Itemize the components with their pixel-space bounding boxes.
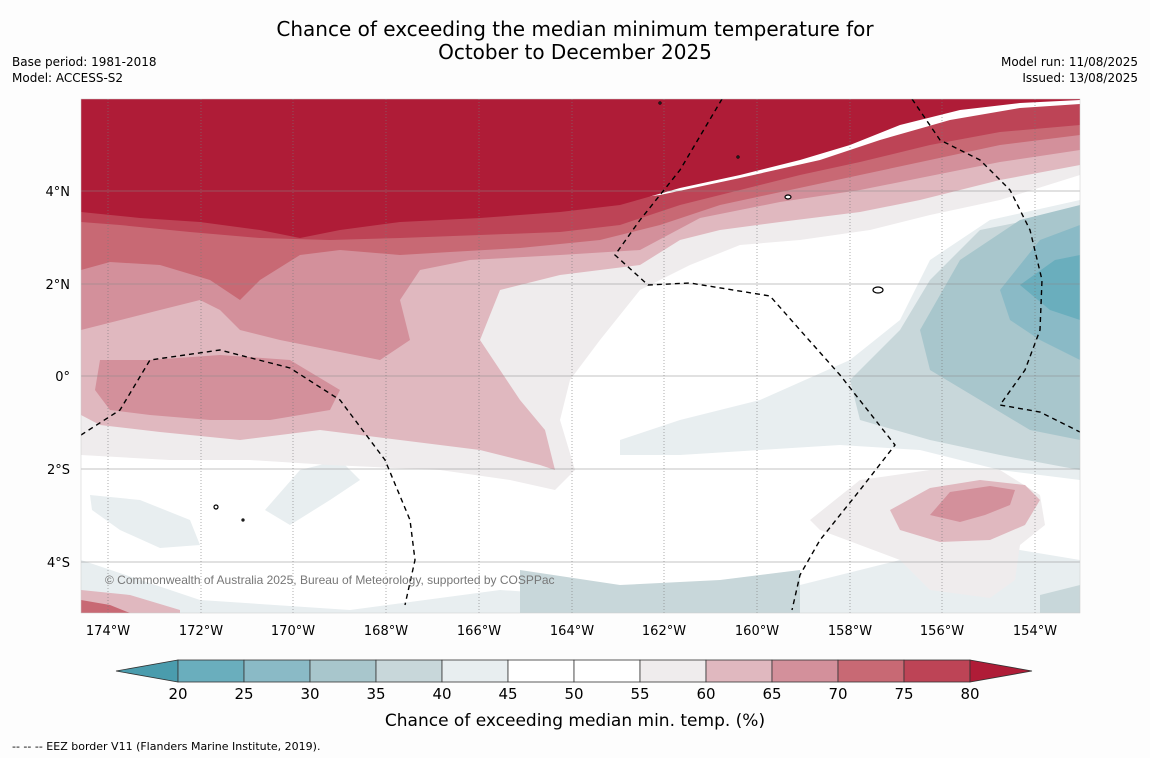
colorbar-segment [375,659,443,683]
region-below-25-east [1020,255,1080,320]
colorbar-label: Chance of exceeding median min. temp. (%… [385,711,765,731]
eez-borders [81,99,1080,611]
colorbar-tick: 35 [366,685,385,703]
colorbar-tick: 80 [960,685,979,703]
issued-date: Issued: 13/08/2025 [1022,71,1138,85]
eez-legend: -- -- -- EEZ border V11 (Flanders Marine… [12,740,321,753]
colorbar-tick: 70 [828,685,847,703]
map-title: Chance of exceeding the median minimum t… [0,18,1150,64]
colorbar-ticks: 20 25 30 35 40 45 50 55 60 65 70 75 80 [168,685,979,703]
colorbar-segment [573,659,641,683]
colorbar [115,659,1033,683]
region-below-40-far-southeast [1040,585,1080,613]
model-info: Base period: 1981-2018 Model: ACCESS-S2 [12,54,157,86]
colorbar-tick: 20 [168,685,187,703]
lon-label: 168°W [364,624,408,639]
title-line-2: October to December 2025 [438,40,712,64]
run-info: Model run: 11/08/2025 Issued: 13/08/2025 [1001,54,1138,86]
lon-label: 166°W [457,624,501,639]
lat-label: 4°N [46,185,71,200]
colorbar-tick: 50 [564,685,583,703]
region-below-40-south [81,540,1080,613]
colorbar-segment [507,659,575,683]
colorbar-tick: 45 [498,685,517,703]
title-line-1: Chance of exceeding the median minimum t… [276,17,874,41]
colorbar-segment [771,659,839,683]
map-plot-area: © Commonwealth of Australia 2025, Bureau… [81,99,1080,613]
colorbar-segment [903,659,971,683]
colorbar-segment [705,659,773,683]
lon-label: 164°W [550,624,594,639]
longitude-labels: 174°W 172°W 170°W 168°W 166°W 164°W 162°… [86,624,1057,639]
region-below-45-south-central [265,460,360,525]
colorbar-arrow-low [115,659,179,683]
colorbar-segment [837,659,905,683]
colorbar-tick: 30 [300,685,319,703]
region-below-45-southwest [90,495,200,548]
latitude-lines [81,190,1080,563]
region-above-70-southwest [81,600,130,613]
colorbar-segment [441,659,509,683]
lat-label: 2°S [47,463,70,478]
model-name: Model: ACCESS-S2 [12,71,124,85]
lon-label: 162°W [642,624,686,639]
colorbar-segment [639,659,707,683]
region-below-40-southeast [520,570,800,613]
copyright-text: © Commonwealth of Australia 2025, Bureau… [105,573,555,587]
lat-label: 4°S [47,556,70,571]
colorbar-tick: 75 [894,685,913,703]
colorbar-segment [243,659,311,683]
colorbar-segment [309,659,377,683]
lon-label: 154°W [1013,624,1057,639]
base-period: Base period: 1981-2018 [12,55,157,69]
islands [213,101,884,522]
colorbar-tick: 55 [630,685,649,703]
region-above-65-southeast [930,486,1015,522]
colorbar-segment [177,659,245,683]
colorbar-tick: 65 [762,685,781,703]
lat-label: 2°N [46,278,71,293]
colorbar-tick: 60 [696,685,715,703]
colorbar-arrow-high [969,659,1033,683]
region-above-65-west-lobe [95,355,340,420]
lon-label: 156°W [920,624,964,639]
lon-label: 158°W [828,624,872,639]
model-run: Model run: 11/08/2025 [1000,55,1138,69]
lon-label: 170°W [271,624,315,639]
colorbar-tick: 25 [234,685,253,703]
lon-label: 174°W [86,624,130,639]
lat-label: 0° [55,370,70,385]
colorbar-tick: 40 [432,685,451,703]
latitude-labels: 4°N 2°N 0° 2°S 4°S [46,185,71,571]
region-above-75-west [81,104,1080,240]
lon-label: 172°W [179,624,223,639]
region-above-80-north [81,99,1080,238]
lon-label: 160°W [735,624,779,639]
